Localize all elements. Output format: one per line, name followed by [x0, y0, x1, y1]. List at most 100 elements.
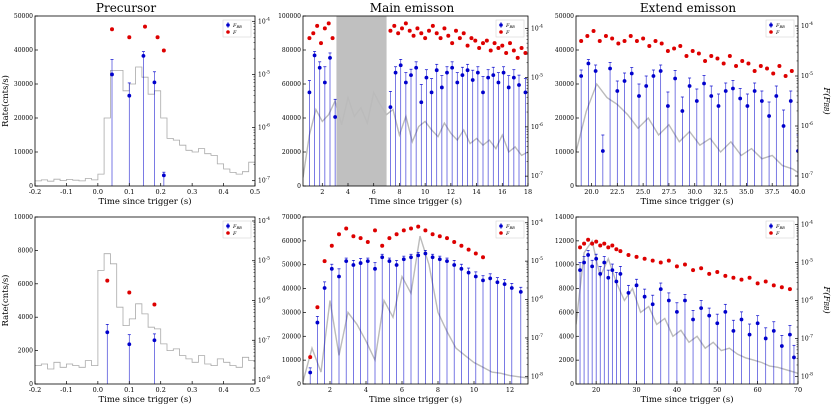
fbb-point: [792, 355, 796, 360]
f-point: [672, 46, 677, 51]
plot-area: [35, 24, 255, 186]
fbb-point: [590, 264, 595, 269]
fbb-point: [666, 298, 671, 303]
f-point: [626, 252, 631, 257]
fbb-point: [466, 270, 471, 275]
y-tick-label: 20000: [14, 115, 33, 122]
legend-box: [765, 220, 795, 239]
y-tick-label: 4000: [559, 333, 574, 340]
fbb-point: [615, 89, 620, 93]
fbb-point: [315, 320, 320, 325]
f-point: [442, 26, 447, 31]
f-point: [437, 234, 442, 239]
y-tick-label: 20000: [555, 115, 574, 122]
fbb-point: [308, 370, 313, 375]
fbb-point: [594, 256, 599, 261]
f-point: [416, 224, 421, 229]
f-point: [515, 55, 520, 60]
fbb-point: [439, 85, 444, 90]
x-tick-label: 30.0: [688, 188, 702, 196]
fbb-point: [414, 65, 419, 70]
f-point: [752, 69, 757, 73]
x-tick-label: 0.3: [187, 386, 197, 394]
y2-tick-label: 10-8: [531, 371, 543, 380]
f-point: [715, 56, 720, 61]
f-point: [307, 36, 312, 41]
x-tick-label: 22.5: [610, 188, 624, 196]
lightcurve-line: [576, 239, 798, 374]
fbb-point: [481, 90, 485, 95]
y2-tick-label: 10-4: [531, 23, 543, 32]
y-tick-label: 12000: [555, 238, 574, 245]
y-tick-label: 40000: [14, 47, 33, 54]
fbb-point: [723, 309, 728, 314]
x-tick-label: 30: [632, 386, 640, 394]
fbb-point: [715, 321, 720, 326]
fbb-point: [322, 80, 327, 85]
f-point: [344, 226, 349, 231]
f-point: [682, 262, 687, 267]
f-point: [511, 48, 516, 53]
fbb-point: [312, 53, 317, 58]
fbb-point: [658, 69, 663, 73]
y2-tick-label: 10-4: [801, 21, 813, 30]
legend-f-label: F: [505, 231, 510, 237]
x-tick-label: 35.0: [739, 188, 753, 196]
legend-fbb-label: FBB: [775, 23, 785, 29]
f-point: [488, 48, 493, 53]
fbb-point: [398, 63, 403, 68]
x-tick-label: 0.1: [124, 386, 134, 394]
fbb-point: [452, 263, 457, 267]
f-point: [496, 46, 501, 51]
legend-box: [495, 220, 525, 239]
f-point: [783, 74, 788, 78]
y2-tick-label: 10-5: [531, 73, 543, 82]
fbb-point: [141, 53, 146, 58]
y2-tick-label: 10-6: [258, 296, 270, 305]
plot-area: [35, 253, 255, 384]
x-tick-label: 0.4: [218, 386, 228, 394]
f-point: [691, 268, 696, 273]
f-point: [721, 61, 726, 66]
f-point: [330, 36, 335, 41]
legend-box: [495, 19, 525, 38]
x-axis-label: Time since trigger (s): [369, 394, 462, 405]
fbb-point: [105, 330, 110, 335]
y-tick-label: 0: [29, 381, 33, 388]
y-tick-label: 0: [29, 183, 33, 190]
f-point: [127, 35, 132, 40]
f-point: [602, 241, 607, 246]
fbb-point: [373, 266, 377, 271]
y-tick-label: 2000: [559, 357, 574, 364]
fbb-point: [322, 286, 327, 290]
f-point: [731, 275, 736, 280]
f-point: [665, 49, 670, 53]
legend-f-marker: [769, 30, 773, 34]
f-point: [504, 50, 509, 55]
fbb-point: [403, 80, 408, 85]
y2-tick-label: 10-7: [258, 176, 270, 185]
y-tick-label: 50000: [14, 13, 33, 20]
y-tick-label: 40000: [282, 286, 301, 293]
x-tick-label: 6: [372, 188, 376, 196]
fbb-point: [771, 328, 776, 333]
fbb-point: [344, 259, 349, 264]
f-point: [519, 46, 524, 51]
f-point: [771, 283, 776, 288]
fbb-point: [460, 73, 465, 78]
fbb-point: [582, 260, 586, 265]
f-point: [508, 41, 512, 46]
legend-box: [222, 19, 252, 38]
f-point: [419, 31, 424, 36]
fbb-point: [481, 278, 485, 283]
lightcurve-line: [303, 90, 528, 178]
f-point: [579, 39, 584, 43]
x-tick-label: 12: [506, 386, 514, 394]
legend-f-label: F: [775, 231, 780, 237]
f-point: [319, 41, 323, 46]
plot-area: [576, 237, 798, 384]
f-point: [452, 239, 457, 244]
x-tick-label: 0.5: [250, 188, 260, 196]
f-point: [755, 281, 760, 286]
f-point: [658, 260, 663, 265]
